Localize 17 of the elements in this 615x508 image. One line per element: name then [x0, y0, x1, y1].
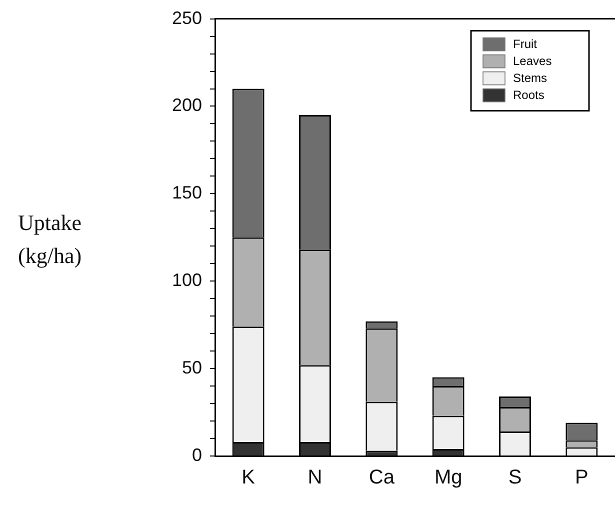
y-axis-title: Uptake (kg/ha) [18, 209, 83, 270]
y-tick-label: 0 [192, 444, 202, 465]
x-tick-label: Mg [434, 466, 462, 489]
x-tick-label: N [308, 466, 322, 489]
legend-label: Fruit [513, 37, 538, 52]
y-tick-label: 50 [182, 358, 202, 378]
legend-label: Roots [513, 88, 544, 102]
x-tick-label: Ca [368, 466, 396, 489]
legend-label: Stems [513, 71, 548, 86]
y-tick-label: 100 [172, 270, 202, 290]
y-tick-label: 200 [172, 95, 202, 116]
y-tick-label: 250 [172, 8, 202, 28]
y-tick-label: 150 [172, 182, 202, 203]
x-tick-label: K [242, 466, 256, 489]
legend-label: Leaves [513, 54, 552, 68]
x-tick-label: S [508, 466, 522, 489]
x-tick-label: P [574, 466, 588, 489]
